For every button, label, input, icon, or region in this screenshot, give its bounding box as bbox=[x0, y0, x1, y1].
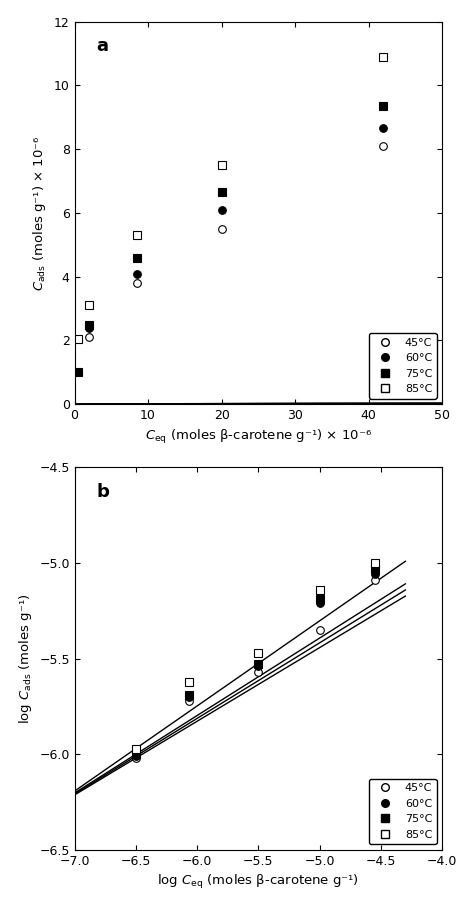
Y-axis label: $C_{\mathrm{ads}}$ (moles g⁻¹) × 10⁻⁶: $C_{\mathrm{ads}}$ (moles g⁻¹) × 10⁻⁶ bbox=[31, 135, 48, 291]
X-axis label: $C_{\mathrm{eq}}$ (moles β-carotene g⁻¹) × 10⁻⁶: $C_{\mathrm{eq}}$ (moles β-carotene g⁻¹)… bbox=[145, 428, 372, 446]
X-axis label: log $C_{\mathrm{eq}}$ (moles β-carotene g⁻¹): log $C_{\mathrm{eq}}$ (moles β-carotene … bbox=[157, 873, 359, 892]
Y-axis label: log $C_{\mathrm{ads}}$ (moles g⁻¹): log $C_{\mathrm{ads}}$ (moles g⁻¹) bbox=[17, 594, 34, 724]
Legend: 45°C, 60°C, 75°C, 85°C: 45°C, 60°C, 75°C, 85°C bbox=[369, 333, 437, 399]
Text: a: a bbox=[97, 37, 109, 55]
Text: b: b bbox=[97, 483, 109, 500]
Legend: 45°C, 60°C, 75°C, 85°C: 45°C, 60°C, 75°C, 85°C bbox=[369, 779, 437, 844]
